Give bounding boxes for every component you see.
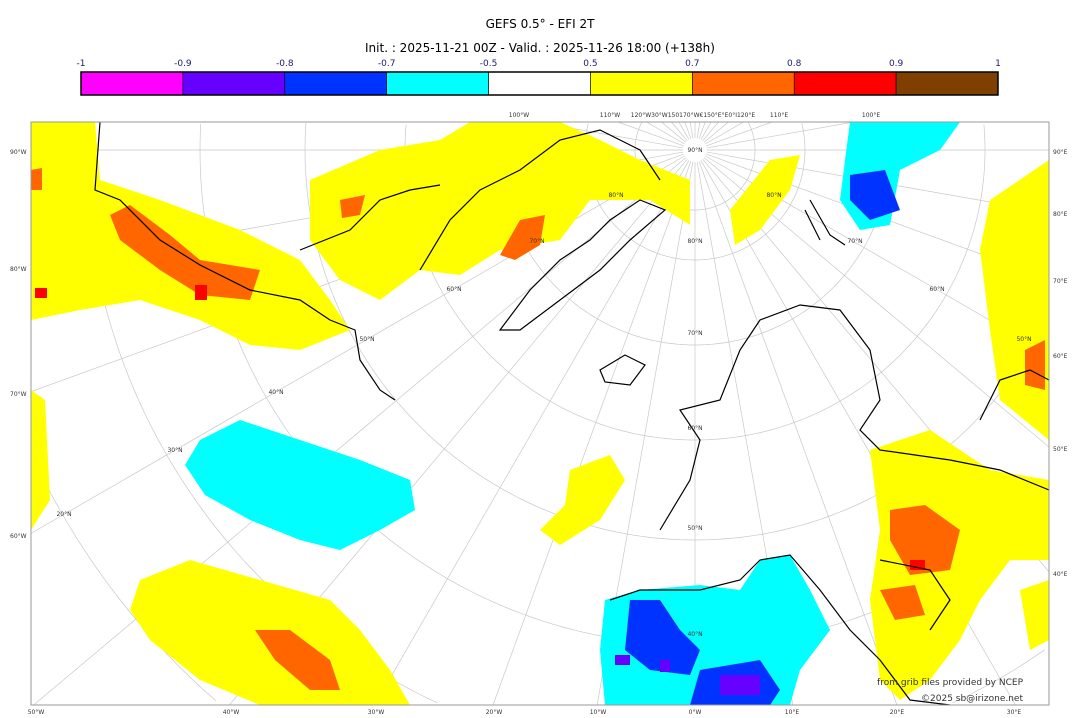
lon-label: 0°W <box>689 709 702 716</box>
lat-label: 40°N <box>268 389 283 396</box>
credit-data-source: from grib files provided by NCEP <box>877 678 1024 688</box>
meridian-line <box>492 161 692 705</box>
lat-label: 50°N <box>1016 336 1031 343</box>
colorbar-swatch <box>692 71 795 96</box>
colorbar-tick-label: -0.5 <box>480 59 498 69</box>
lon-label: 70°W <box>10 391 27 398</box>
right-lon-labels: 90°E 80°E 70°E 60°E 50°E 40°E <box>1053 149 1068 578</box>
lon-label: 60°E <box>1053 353 1068 360</box>
meridian-line <box>706 122 854 149</box>
meridian-line <box>706 122 773 147</box>
meridian-line <box>702 122 719 142</box>
lat-label: 60°N <box>929 286 944 293</box>
colorbar-tick-label: -0.7 <box>378 59 396 69</box>
lat-label: 70°N <box>529 238 544 245</box>
meridian-line <box>689 122 694 139</box>
lat-label: 80°N <box>687 238 702 245</box>
lon-label: 100°W <box>509 112 529 119</box>
lon-label: 10°W <box>590 709 607 716</box>
map-frame <box>30 121 1050 706</box>
meridian-line <box>661 122 687 143</box>
meridian-line <box>671 122 688 142</box>
figure-title: GEFS 0.5° - EFI 2T <box>486 17 596 31</box>
lon-label: 110°W <box>600 112 620 119</box>
lon-label: 20°W <box>486 709 503 716</box>
colorbar-tick-label: 1 <box>995 59 1001 69</box>
figure-subtitle: Init. : 2025-11-21 00Z - Valid. : 2025-1… <box>365 41 715 55</box>
lon-label: 40°E <box>1053 571 1068 578</box>
lon-label: 110°E <box>770 112 788 119</box>
colorbar-tick-label: 0.5 <box>583 59 597 69</box>
meridian-line <box>700 122 712 140</box>
lon-label: 80°W <box>10 266 27 273</box>
colorbar-swatch <box>793 71 897 96</box>
lon-label: 100°E <box>862 112 880 119</box>
lat-label: 80°N <box>608 192 623 199</box>
meridian-line <box>678 122 690 140</box>
colorbar-swatch <box>284 71 387 96</box>
lon-label: 50°E <box>1053 446 1068 453</box>
lon-label: 90°W <box>10 149 27 156</box>
meridian-line <box>698 122 706 139</box>
lat-label: 60°N <box>687 425 702 432</box>
colorbar-swatch <box>488 71 591 96</box>
colorbar-swatch <box>386 71 489 96</box>
lat-labels: 90°N 80°N 70°N 60°N 50°N 40°N 30°N 20°N … <box>56 147 1031 638</box>
lon-label: 80°E <box>1053 211 1068 218</box>
colorbar-swatch <box>182 71 286 96</box>
lon-label: 50°W <box>28 709 45 716</box>
meridian-line <box>703 122 729 143</box>
lat-label: 80°N <box>766 192 781 199</box>
colorbar-tick-label: 0.9 <box>889 59 904 69</box>
colorbar-swatch <box>80 71 184 96</box>
lat-label: 70°N <box>847 238 862 245</box>
colorbar-swatch <box>590 71 693 96</box>
colorbar-tick-label: 0.8 <box>787 59 802 69</box>
meridian-line <box>705 122 744 145</box>
meridian-line <box>684 122 692 139</box>
lat-label: 30°N <box>167 447 182 454</box>
lon-label: 40°W <box>223 709 240 716</box>
lat-label: 40°N <box>687 631 702 638</box>
efi-field-extreme-cold <box>615 655 760 695</box>
top-lon-labels: 100°W 110°W 120°W30°W150170°W€150°E°E0°I… <box>509 112 881 119</box>
lat-label: 70°N <box>687 330 702 337</box>
colorbar: -1 -0.9 -0.8 -0.7 -0.5 0.5 0.7 0.8 0.9 1 <box>77 59 1001 96</box>
lon-label: 10°E <box>785 709 800 716</box>
colorbar-outline <box>80 71 999 96</box>
efi-field-warm <box>31 122 1049 705</box>
colorbar-tick-label: -1 <box>77 59 86 69</box>
meridian-line <box>617 122 684 147</box>
left-lon-labels: 90°W 80°W 70°W 60°W <box>10 149 27 540</box>
meridian-line <box>696 122 701 139</box>
meridian-line <box>374 160 690 705</box>
lon-label: 20°E <box>890 709 905 716</box>
colorbar-tick-label: -0.8 <box>276 59 294 69</box>
bottom-lon-labels: 50°W 40°W 30°W 20°W 10°W 0°W 10°E 20°E 3… <box>28 709 1022 716</box>
lat-label: 20°N <box>56 511 71 518</box>
meridian-line <box>698 161 898 705</box>
credit-copyright: ©2025 sb@irizone.net <box>921 694 1023 704</box>
coastlines <box>94 122 1049 705</box>
lon-label: 70°E <box>1053 278 1068 285</box>
lat-label: 90°N <box>687 147 702 154</box>
lon-label: 60°W <box>10 533 27 540</box>
lon-label: 120°W30°W150170°W€150°E°E0°I120°E <box>631 112 756 119</box>
parallel-line <box>404 124 986 441</box>
lat-label: 50°N <box>359 336 374 343</box>
colorbar-tick-label: 0.7 <box>685 59 699 69</box>
colorbar-swatch <box>895 71 999 96</box>
lat-label: 60°N <box>446 286 461 293</box>
lon-label: 90°E <box>1053 149 1068 156</box>
lon-label: 30°W <box>368 709 385 716</box>
efi-field-red <box>35 285 925 570</box>
meridian-line <box>646 122 685 145</box>
map-panel: 90°W 80°W 70°W 60°W 90°E 80°E 70°E 60°E … <box>10 112 1068 716</box>
lon-label: 30°E <box>1007 709 1022 716</box>
lat-label: 50°N <box>687 525 702 532</box>
colorbar-tick-label: -0.9 <box>174 59 192 69</box>
parallel-line <box>33 458 217 702</box>
